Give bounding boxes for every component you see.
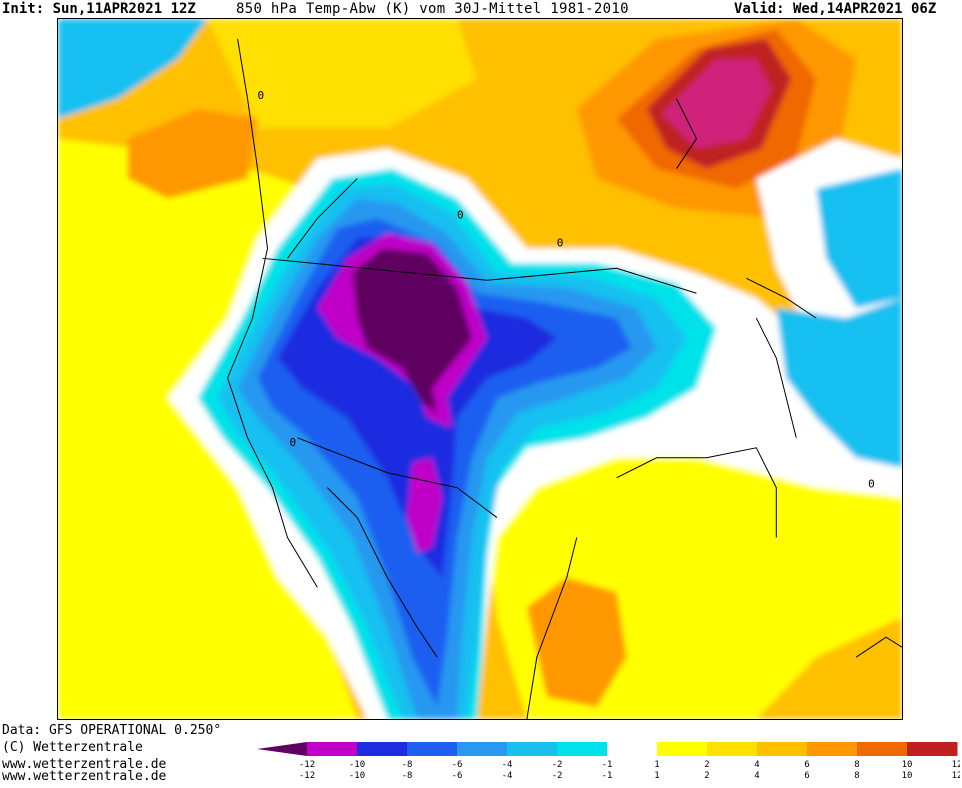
contour-label: 0: [557, 236, 564, 249]
legend-label-bottom: 12: [952, 771, 960, 781]
legend-label-top: -6: [452, 760, 463, 770]
north-gold: [207, 19, 478, 129]
cold-core: [352, 248, 473, 413]
legend-label-top: 4: [754, 760, 759, 770]
legend-label-top: -8: [402, 760, 413, 770]
copyright: (C) Wetterzentrale: [2, 740, 143, 755]
map-title: 850 hPa Temp-Abw (K) vom 30J-Mittel 1981…: [236, 1, 629, 17]
alaska-cold: [58, 19, 208, 119]
legend-label-bottom: -6: [452, 771, 463, 781]
legend-label-top: 1: [654, 760, 659, 770]
legend-swatch: [307, 742, 358, 756]
contour-label: 0: [457, 208, 464, 221]
legend-swatch: [557, 742, 608, 756]
anomaly-field: [58, 19, 902, 719]
legend-swatch: [657, 742, 708, 756]
legend-label-bottom: -1: [602, 771, 613, 781]
legend-label-bottom: -10: [349, 771, 365, 781]
legend-swatch: [807, 742, 858, 756]
pacific-coastline: [227, 38, 318, 588]
geography-lines: [227, 38, 902, 719]
legend-label-bottom: 6: [804, 771, 809, 781]
cuba: [855, 636, 902, 658]
legend-label-top: 2: [704, 760, 709, 770]
legend-swatch: [857, 742, 908, 756]
gulf-coastline: [616, 447, 777, 538]
legend-label-bottom: 10: [902, 771, 913, 781]
legend-label-top: -4: [502, 760, 513, 770]
legend-label-top: -10: [349, 760, 365, 770]
legend-label-bottom: 1: [654, 771, 659, 781]
contour-label: 0: [258, 89, 265, 102]
valid-time: Valid: Wed,14APR2021 06Z: [734, 1, 937, 17]
cold-magenta-south: [407, 457, 443, 553]
atlantic-coastline: [755, 317, 797, 438]
gulf-orange: [526, 577, 627, 708]
init-time: Init: Sun,11APR2021 12Z: [2, 1, 196, 17]
data-source: Data: GFS OPERATIONAL 0.250°: [2, 723, 222, 738]
canada-west-coast: [287, 178, 358, 259]
hudson-max: [661, 58, 772, 149]
legend-label-top: 12: [952, 760, 960, 770]
legend-label-bottom: -2: [552, 771, 563, 781]
hudson-bay: [676, 98, 698, 169]
mexico-border: [297, 437, 498, 518]
legend-label-top: 10: [902, 760, 913, 770]
legend-label-bottom: 4: [754, 771, 759, 781]
atlantic-cold: [776, 298, 902, 468]
legend-label-top: 8: [854, 760, 859, 770]
legend-label-top: -2: [552, 760, 563, 770]
legend-swatch: [507, 742, 558, 756]
legend-label-bottom: -8: [402, 771, 413, 781]
legend-label-bottom: -4: [502, 771, 513, 781]
legend-label-top: -1: [602, 760, 613, 770]
labrador-cold: [816, 168, 902, 309]
pacific-orange: [127, 108, 258, 199]
contour-label: 0: [289, 436, 296, 449]
legend-label-bottom: 2: [704, 771, 709, 781]
temperature-anomaly-map: 0 0 0 0 0: [57, 18, 903, 720]
legend-swatch: [907, 742, 958, 756]
legend-swatch: [607, 742, 658, 756]
legend-swatch: [357, 742, 408, 756]
legend-arrow-min: [257, 742, 307, 756]
mexico-east-coast: [526, 537, 578, 719]
legend-swatch: [457, 742, 508, 756]
great-lakes: [746, 277, 817, 319]
legend-label-bottom: 8: [854, 771, 859, 781]
legend-label-top: 6: [804, 760, 809, 770]
legend-swatch: [407, 742, 458, 756]
legend-swatch: [707, 742, 758, 756]
map-header: Init: Sun,11APR2021 12Z 850 hPa Temp-Abw…: [0, 0, 962, 18]
zero-contour-labels: 0 0 0 0 0: [258, 89, 875, 491]
website-link[interactable]: www.wetterzentrale.de: [2, 769, 167, 784]
website-link[interactable]: www.wetterzentrale.de: [2, 757, 167, 772]
legend-label-top: -12: [299, 760, 315, 770]
legend-swatch: [757, 742, 808, 756]
color-legend: -12 -10 -8 -6 -4 -2 -1 1 2 4 6 8 10 12-12 -10 -8 -6 -4 -2-…: [257, 742, 960, 781]
canada-border: [262, 257, 697, 294]
mexico-west-coast: [327, 487, 438, 658]
legend-label-bottom: -12: [299, 771, 315, 781]
contour-label: 0: [868, 478, 875, 491]
